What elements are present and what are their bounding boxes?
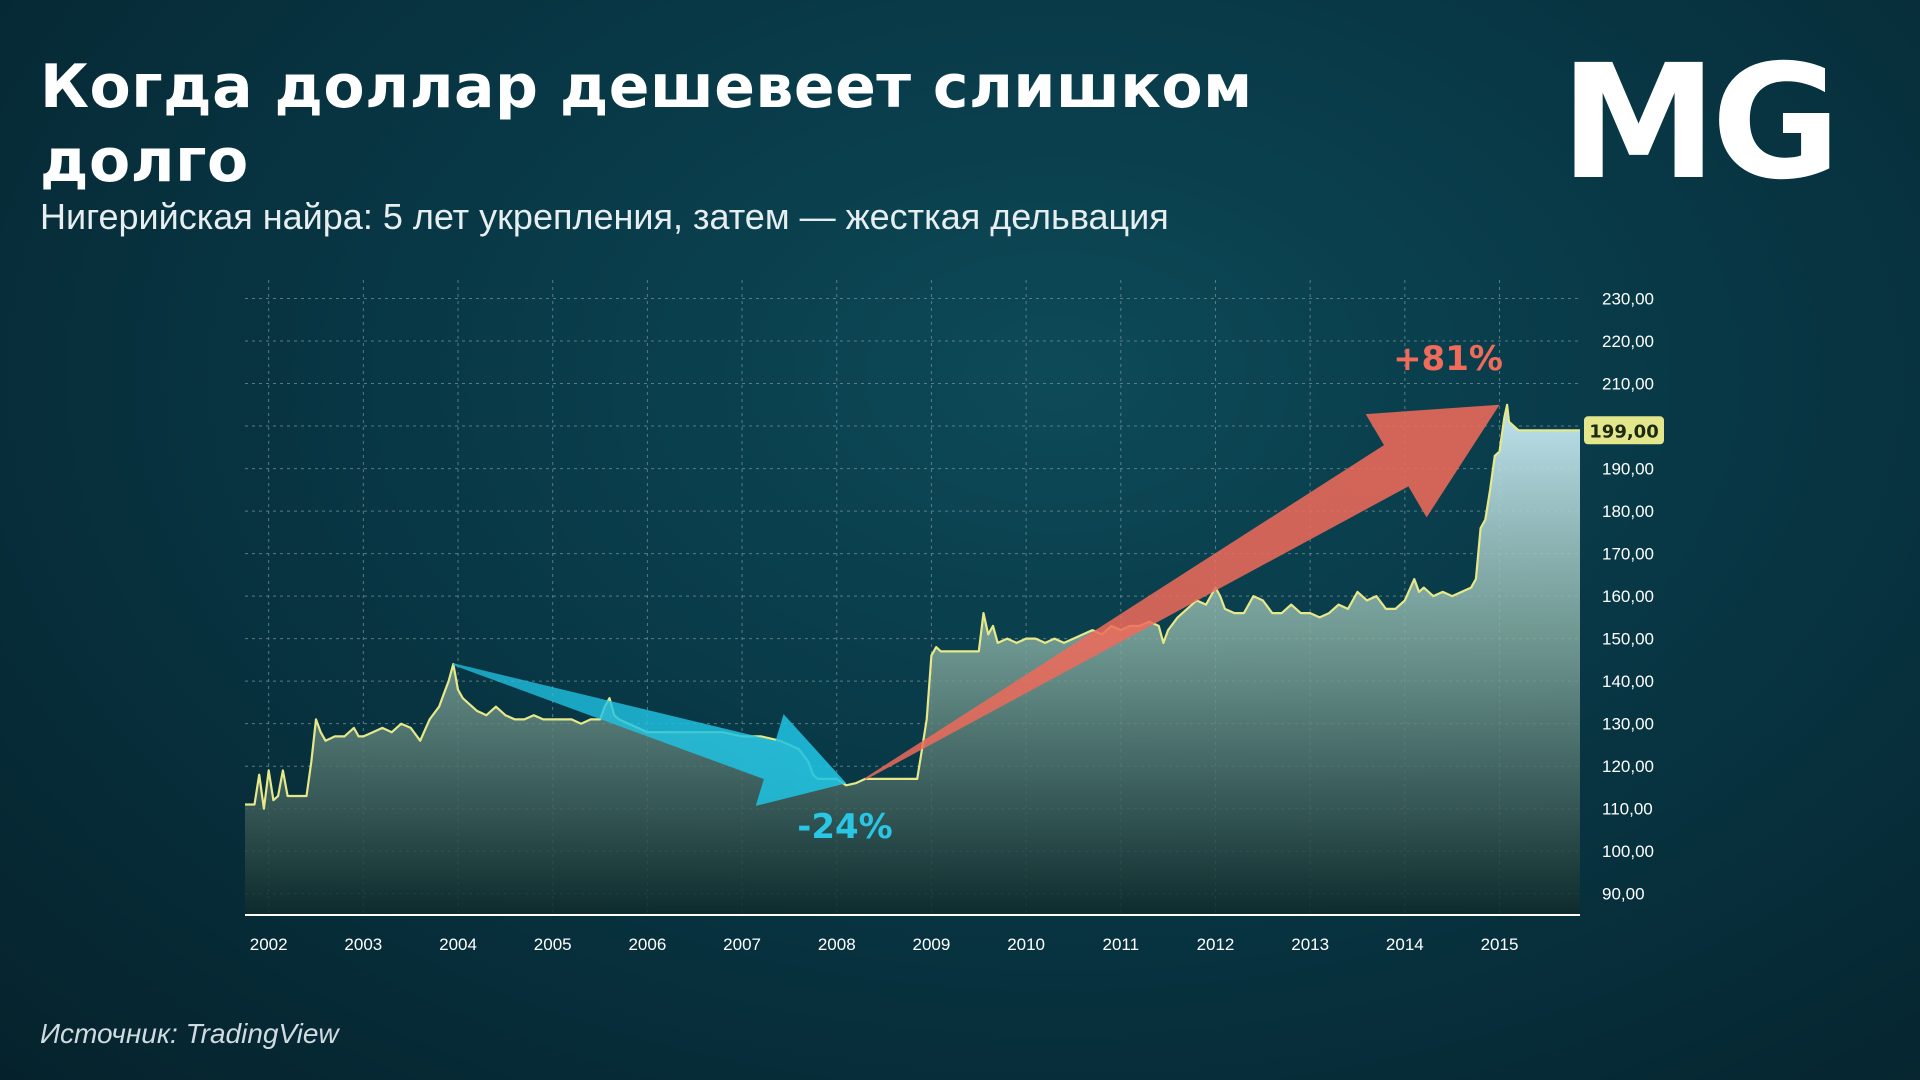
x-tick-label: 2004 bbox=[439, 935, 477, 954]
y-tick-label: 210,00 bbox=[1602, 375, 1654, 394]
price-area-layer bbox=[245, 403, 1580, 915]
y-tick-label: 190,00 bbox=[1602, 460, 1654, 479]
y-tick-label: 100,00 bbox=[1602, 842, 1654, 861]
last-value-badge bbox=[1584, 416, 1664, 445]
x-tick-label: 2006 bbox=[628, 935, 666, 954]
page-subtitle: Нигерийская найра: 5 лет укрепления, зат… bbox=[40, 196, 1169, 237]
x-tick-label: 2012 bbox=[1197, 935, 1235, 954]
x-tick-label: 2011 bbox=[1103, 935, 1140, 954]
x-tick-label: 2013 bbox=[1291, 935, 1329, 954]
growth-percent-label: +81% bbox=[1393, 339, 1503, 379]
y-tick-label: 160,00 bbox=[1602, 587, 1654, 606]
y-tick-label: 130,00 bbox=[1602, 715, 1654, 734]
price-area bbox=[245, 404, 1580, 915]
y-tick-label: 170,00 bbox=[1602, 545, 1654, 564]
decline-percent-label: -24% bbox=[797, 807, 893, 847]
x-tick-label: 2008 bbox=[818, 935, 856, 954]
y-tick-label: 120,00 bbox=[1602, 757, 1654, 776]
x-tick-label: 2007 bbox=[723, 935, 761, 954]
source-note: Источник: TradingView bbox=[40, 1018, 339, 1049]
y-tick-label: 180,00 bbox=[1602, 502, 1654, 521]
x-tick-label: 2009 bbox=[913, 935, 951, 954]
x-tick-label: 2015 bbox=[1481, 935, 1519, 954]
down-trend-arrow bbox=[453, 663, 847, 806]
up-trend-arrow bbox=[864, 404, 1500, 780]
x-tick-label: 2010 bbox=[1007, 935, 1045, 954]
trend-arrows: -24% +81% bbox=[453, 339, 1503, 847]
page-title: Когда доллар дешевеет слишком долго bbox=[40, 52, 1253, 196]
mg-logo: MG bbox=[1560, 31, 1841, 215]
x-tick-label: 2005 bbox=[534, 935, 572, 954]
y-tick-label: 150,00 bbox=[1602, 630, 1654, 649]
x-tick-label: 2002 bbox=[250, 935, 288, 954]
y-tick-label: 140,00 bbox=[1602, 672, 1654, 691]
x-tick-label: 2014 bbox=[1386, 935, 1424, 954]
y-tick-label: 230,00 bbox=[1602, 290, 1654, 309]
y-tick-label: 110,00 bbox=[1602, 800, 1653, 819]
y-tick-label: 90,00 bbox=[1602, 885, 1645, 904]
y-tick-label: 220,00 bbox=[1602, 332, 1654, 351]
last-value-label: 199,00 bbox=[1589, 421, 1658, 442]
price-line bbox=[245, 403, 1580, 810]
x-tick-label: 2003 bbox=[344, 935, 382, 954]
chart-axes: 230,00220,00210,00200,00190,00180,00170,… bbox=[245, 290, 1664, 954]
